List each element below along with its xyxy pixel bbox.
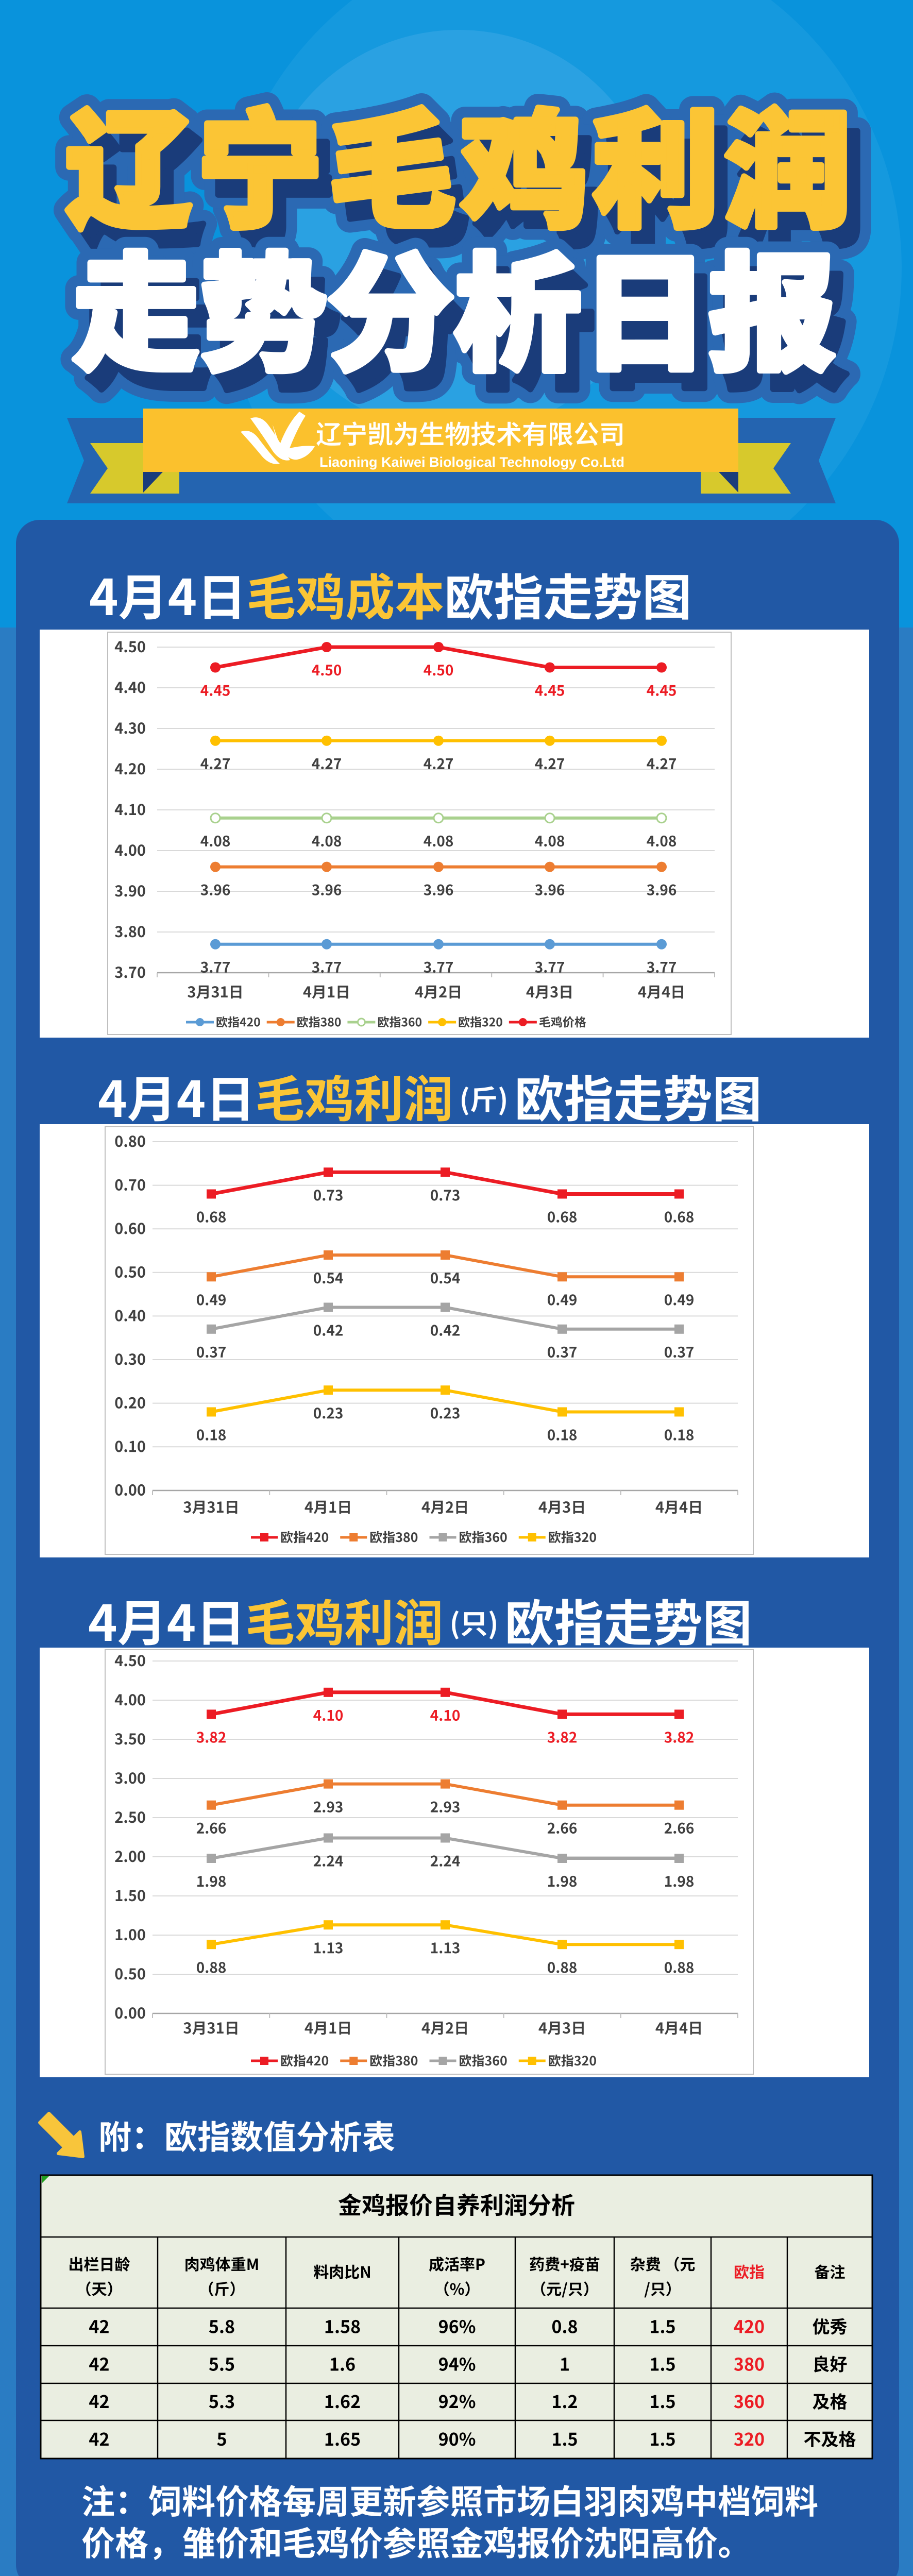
svg-text:Liaoning Kaiwei Biological Tec: Liaoning Kaiwei Biological Technology Co… <box>319 454 624 470</box>
